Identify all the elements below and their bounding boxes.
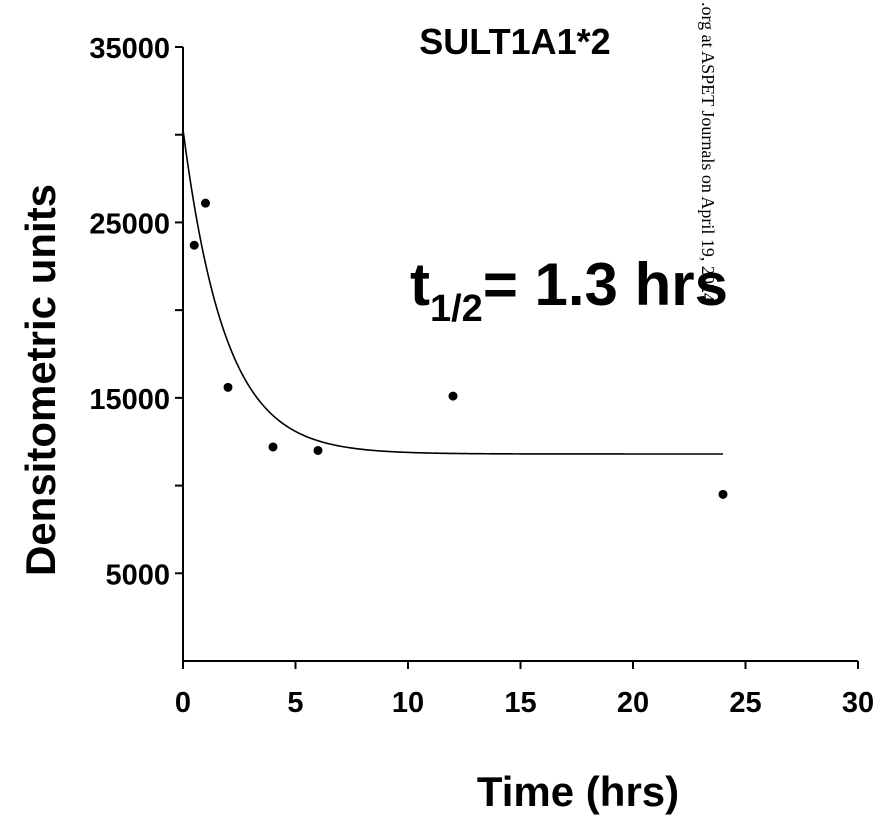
y-tick-label: 35000 — [89, 33, 170, 65]
data-point — [448, 391, 458, 401]
data-point — [201, 198, 210, 208]
watermark-text: .org at ASPET Journals on April 19, 2024 — [698, 2, 718, 302]
data-point — [718, 489, 728, 499]
fitted-curve — [182, 129, 723, 455]
data-point — [313, 445, 323, 455]
y-tick-label: 25000 — [89, 208, 170, 240]
x-axis-title: Time (hrs) — [477, 768, 679, 815]
half-life-value: = 1.3 hrs — [483, 251, 728, 318]
y-axis-title: Densitometric units — [17, 184, 64, 576]
x-ticks: 0 5 10 15 20 25 30 — [175, 661, 874, 719]
x-tick-label: 5 — [287, 687, 303, 719]
x-tick-label: 30 — [842, 687, 874, 719]
data-point — [223, 382, 233, 392]
chart-title: SULT1A1*2 — [419, 21, 610, 62]
x-tick-label: 0 — [175, 687, 191, 719]
x-tick-label: 25 — [729, 687, 761, 719]
data-points — [189, 198, 728, 499]
half-life-subscript: 1/2 — [430, 288, 483, 330]
data-point — [189, 240, 199, 250]
y-tick-label: 15000 — [89, 384, 170, 416]
y-ticks: 5000 15000 25000 35000 — [89, 33, 183, 591]
x-tick-label: 20 — [617, 687, 649, 719]
x-tick-label: 15 — [504, 687, 536, 719]
half-life-symbol: t — [410, 251, 430, 318]
y-tick-label: 5000 — [105, 559, 170, 591]
data-point — [268, 442, 278, 452]
half-life-annotation: t1/2= 1.3 hrs — [410, 251, 728, 330]
x-tick-label: 10 — [392, 687, 424, 719]
